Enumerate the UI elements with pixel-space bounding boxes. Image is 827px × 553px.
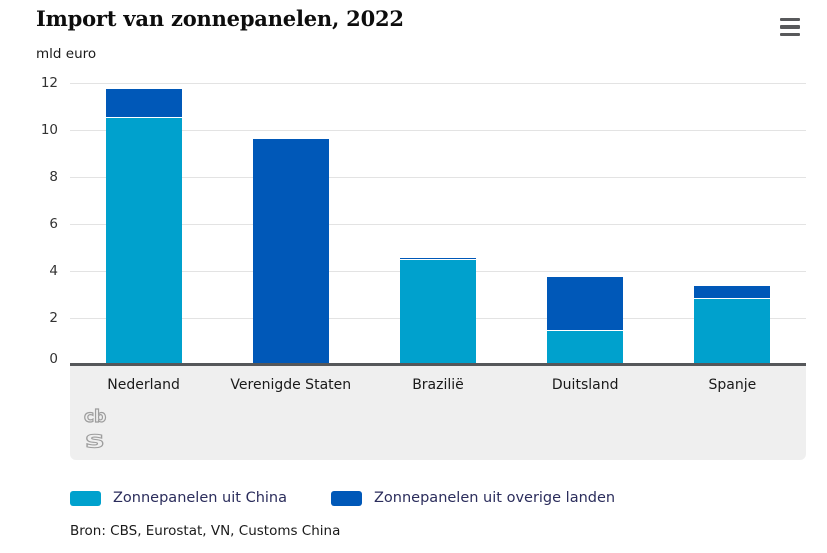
source-note: Bron: CBS, Eurostat, VN, Customs China [70,523,341,539]
y-axis: 0 2 4 6 8 10 12 [20,75,58,367]
x-label-verenigde-staten: Verenigde Staten [230,377,352,393]
y-tick-0: 0 [49,351,58,367]
legend-item-overige-landen[interactable]: Zonnepanelen uit overige landen [331,490,615,506]
legend: Zonnepanelen uit China Zonnepanelen uit … [70,490,615,506]
legend-swatch-china [70,490,101,506]
x-axis-band: cb s Nederland Verenigde Staten Brazilië Du… [70,366,806,460]
svg-text:cb: cb [84,407,106,427]
x-label-nederland: Nederland [107,377,180,393]
bar-segment-verenigde-staten-overige-landen[interactable] [252,139,329,363]
bar-segment-duitsland-china[interactable] [547,330,624,365]
gridline-8 [70,177,806,178]
bar-segment-nederland-overige-landen[interactable] [105,88,182,118]
x-label-brazilië: Brazilië [412,377,464,393]
y-tick-8: 8 [49,169,58,185]
y-tick-4: 4 [49,263,58,279]
plot-area [70,83,806,365]
legend-label-overige-landen: Zonnepanelen uit overige landen [374,490,616,506]
chart-title: Import van zonnepanelen, 2022 [36,6,404,31]
bar-segment-duitsland-overige-landen[interactable] [547,276,624,330]
bar-segment-spanje-china[interactable] [694,299,771,365]
legend-swatch-overige-landen [331,490,362,506]
y-tick-6: 6 [49,216,58,232]
cbs-logo: cb s [84,406,107,452]
x-axis-line [70,363,806,366]
legend-item-china[interactable]: Zonnepanelen uit China [70,490,287,506]
hamburger-icon [780,17,800,22]
hamburger-icon [780,25,800,29]
bar-segment-brazilië-overige-landen[interactable] [400,258,476,260]
menu-button[interactable] [778,15,804,39]
x-label-spanje: Spanje [708,377,757,393]
x-label-duitsland: Duitsland [551,377,619,393]
bar-segment-nederland-china[interactable] [105,118,182,365]
gridline-6 [70,224,806,225]
bar-segment-brazilië-china[interactable] [400,260,476,365]
legend-label-china: Zonnepanelen uit China [113,490,287,506]
gridline-12 [70,83,806,84]
y-tick-12: 12 [40,75,58,91]
hamburger-icon [780,32,800,37]
unit-label: mld euro [36,46,97,62]
gridline-10 [70,130,806,131]
y-tick-2: 2 [49,310,58,326]
svg-text:s: s [85,426,104,452]
y-tick-10: 10 [40,122,58,138]
bar-segment-spanje-overige-landen[interactable] [694,286,771,299]
